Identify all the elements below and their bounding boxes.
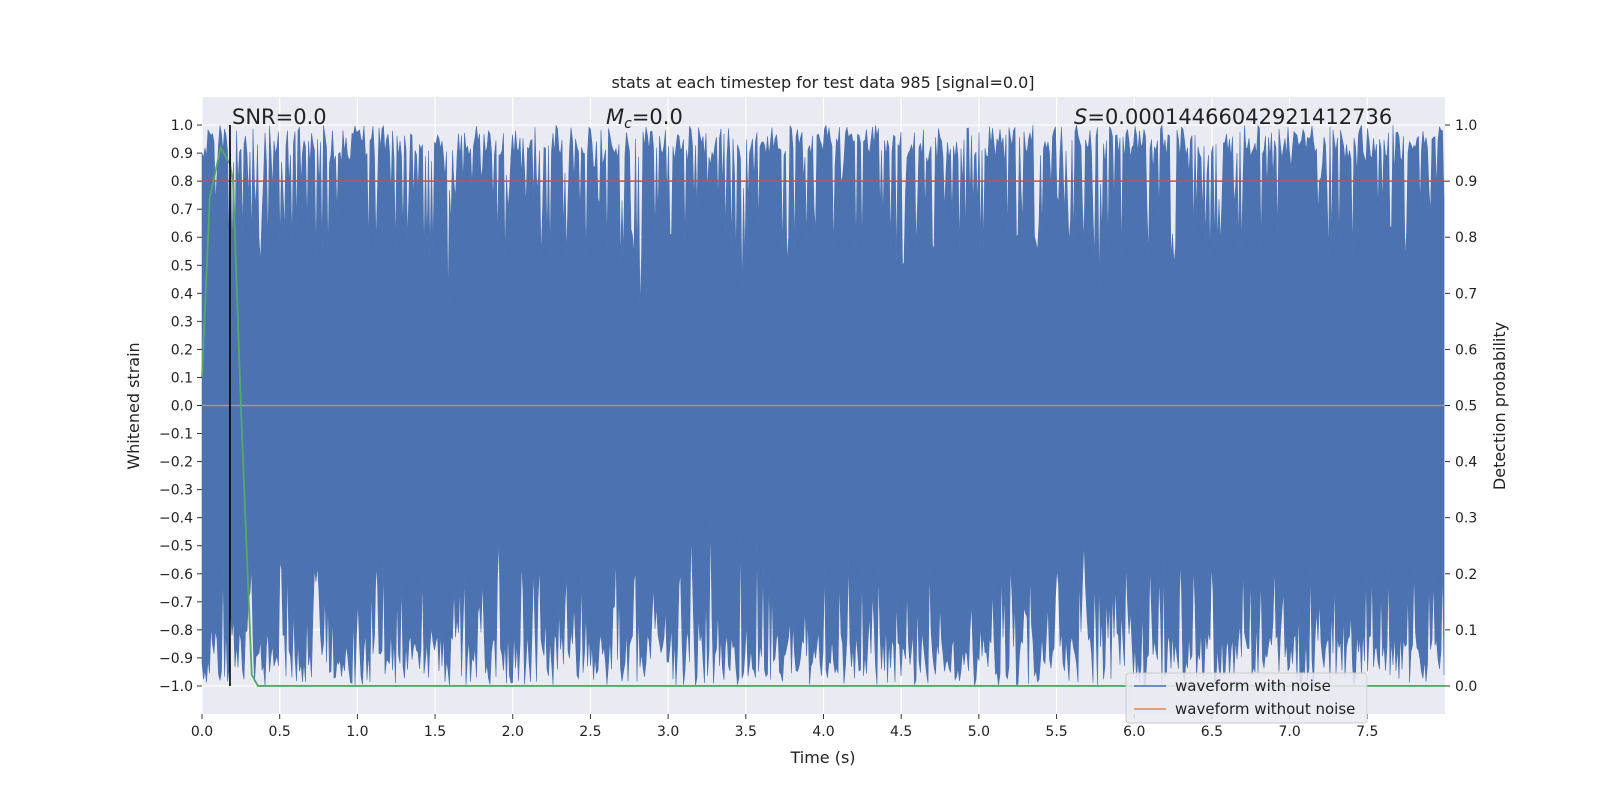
y-right-tick-label: 0.8	[1455, 230, 1477, 246]
y-left-tick-label: −1.0	[159, 679, 193, 695]
series-detection-probability	[201, 144, 1445, 687]
x-tick-label: 7.5	[1356, 724, 1378, 740]
y-right-tick-label: 0.7	[1455, 286, 1477, 302]
y-left-tick-label: 0.3	[171, 314, 193, 330]
y-left-tick-label: −0.3	[159, 483, 193, 499]
x-axis-label: Time (s)	[789, 748, 855, 767]
s-symbol: S	[1074, 105, 1087, 129]
chirp-mass-annotation: Mc=0.0	[606, 105, 683, 132]
y-left-tick-label: 0.0	[171, 399, 193, 415]
y-right-tick-label: 0.4	[1455, 455, 1477, 471]
chirp-mass-value: =0.0	[632, 105, 683, 129]
legend-label-noise: waveform with noise	[1175, 677, 1331, 695]
chart-title: stats at each timestep for test data 985…	[611, 73, 1034, 92]
y-left-tick-label: 1.0	[171, 118, 193, 134]
y-right-tick-label: 1.0	[1455, 118, 1477, 134]
y-left-tick-label: −0.5	[159, 539, 193, 555]
y-left-tick-label: 0.5	[171, 258, 193, 274]
x-tick-label: 6.0	[1123, 724, 1145, 740]
x-tick-label: 6.5	[1201, 724, 1223, 740]
x-tick-label: 2.0	[502, 724, 524, 740]
x-tick-label: 1.0	[346, 724, 368, 740]
y-right-tick-label: 0.9	[1455, 174, 1477, 190]
y-left-tick-label: −0.1	[159, 427, 193, 443]
x-tick-label: 4.0	[812, 724, 834, 740]
y-left-tick-label: 0.7	[171, 202, 193, 218]
y-left-tick-label: −0.9	[159, 651, 193, 667]
s-value: =0.00014466042921412736	[1087, 105, 1392, 129]
y-left-tick-label: −0.6	[159, 567, 193, 583]
y-axis-right-label: Detection probability	[1490, 322, 1509, 490]
x-tick-label: 3.5	[735, 724, 757, 740]
x-tick-label: 0.5	[269, 724, 291, 740]
y-left-tick-label: 0.6	[171, 230, 193, 246]
y-axis-left-label: Whitened strain	[124, 342, 143, 469]
y-right-tick-label: 0.2	[1455, 567, 1477, 583]
s-annotation: S=0.00014466042921412736	[1074, 105, 1392, 129]
chirp-mass-symbol: M	[606, 105, 624, 129]
x-tick-label: 0.0	[191, 724, 213, 740]
y-left-tick-label: −0.4	[159, 511, 193, 527]
y-right-tick-label: 0.3	[1455, 511, 1477, 527]
x-tick-label: 7.0	[1278, 724, 1300, 740]
legend: waveform with noise waveform without noi…	[1125, 672, 1368, 724]
y-left-tick-label: 0.9	[171, 146, 193, 162]
x-tick-label: 5.5	[1045, 724, 1067, 740]
legend-label-clean: waveform without noise	[1175, 700, 1355, 718]
y-left-tick-label: −0.7	[159, 595, 193, 611]
x-axis-ticks: 0.0 0.5 1.0 1.5 2.0 2.5 3.0 3.5 4.0 4.5 5.0 5.5 6.0 6…	[191, 714, 1378, 740]
y-left-tick-label: −0.2	[159, 455, 193, 471]
y-right-tick-label: 0.0	[1455, 679, 1477, 695]
y-right-tick-label: 0.5	[1455, 399, 1477, 415]
y-left-tick-label: 0.1	[171, 370, 193, 386]
x-tick-label: 2.5	[579, 724, 601, 740]
y-left-tick-label: 0.8	[171, 174, 193, 190]
y-left-tick-label: 0.2	[171, 342, 193, 358]
y-right-tick-label: 0.1	[1455, 623, 1477, 639]
y-axis-right-ticks: 1.0 0.9 0.8 0.7 0.6 0.5 0.4 0.3 0.2 0.1 0.0	[1445, 118, 1477, 695]
x-tick-label: 1.5	[424, 724, 446, 740]
chirp-mass-subscript: c	[624, 116, 632, 132]
x-tick-label: 3.0	[657, 724, 679, 740]
y-left-tick-label: 0.4	[171, 286, 193, 302]
x-tick-label: 5.0	[968, 724, 990, 740]
y-left-tick-label: −0.8	[159, 623, 193, 639]
y-axis-left-ticks: 1.0 0.9 0.8 0.7 0.6 0.5 0.4 0.3 0.2 0.1 0.0 −0.1 −0.…	[159, 118, 202, 695]
overlay-lines	[201, 125, 1445, 687]
snr-annotation: SNR=0.0	[232, 105, 327, 129]
x-tick-label: 4.5	[890, 724, 912, 740]
y-right-tick-label: 0.6	[1455, 342, 1477, 358]
